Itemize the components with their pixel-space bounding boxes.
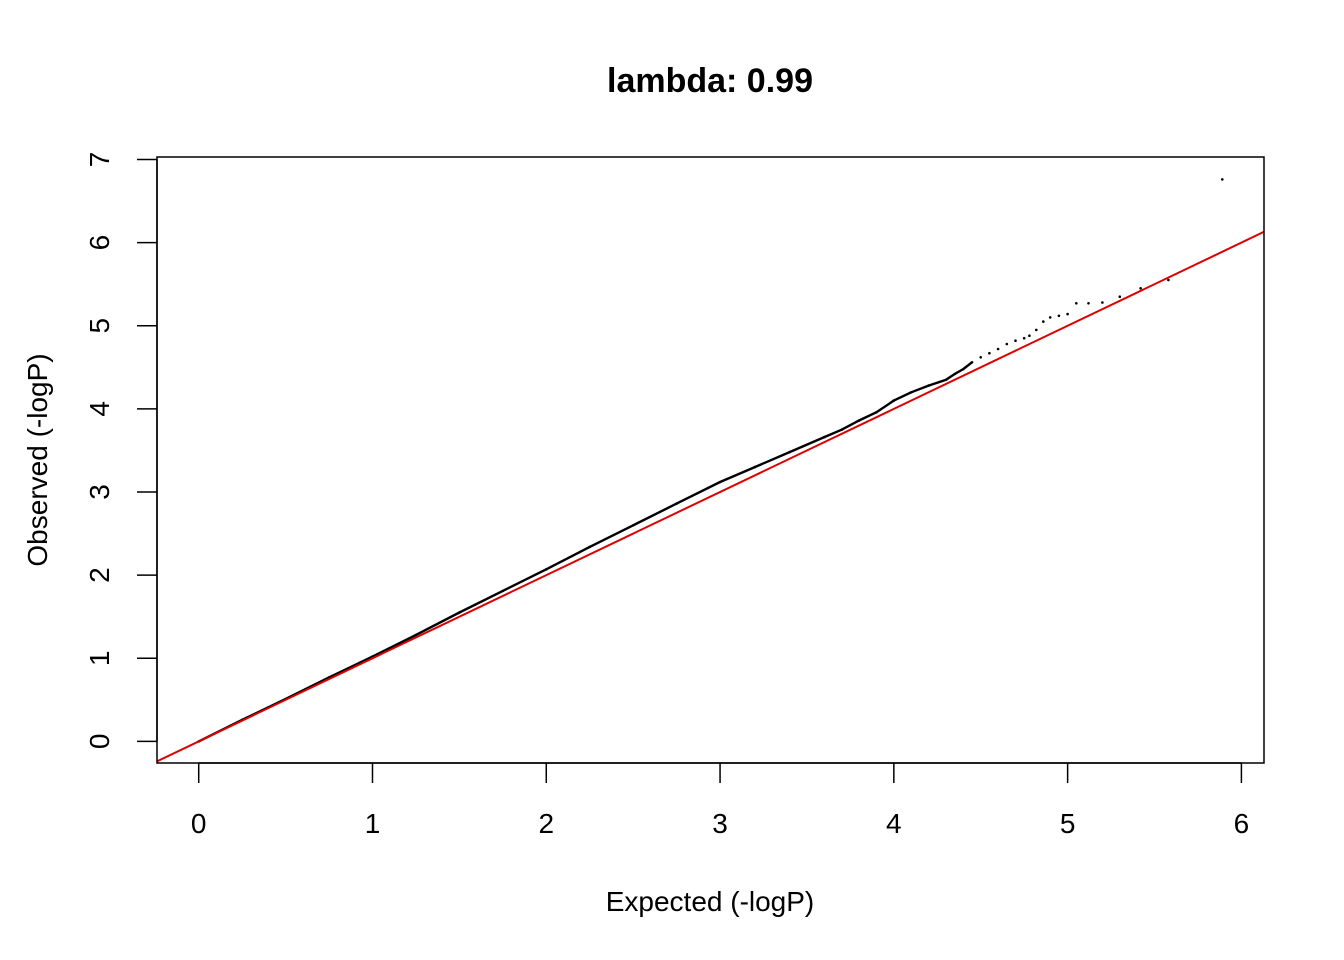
- data-point: [631, 524, 635, 527]
- data-point: [458, 611, 461, 614]
- data-point: [414, 633, 418, 637]
- data-point: [1139, 287, 1142, 290]
- x-tick-label: 4: [886, 808, 902, 839]
- data-point: [909, 391, 913, 394]
- x-tick-label: 5: [1060, 808, 1076, 839]
- y-axis-label: Observed (-logP): [22, 353, 53, 566]
- y-tick-label: 0: [84, 734, 115, 750]
- chart-title: lambda: 0.99: [607, 62, 813, 100]
- data-point: [1075, 302, 1078, 305]
- reference-line: [157, 230, 1264, 763]
- data-point: [1042, 320, 1045, 323]
- data-point: [675, 502, 678, 505]
- data-point: [857, 419, 861, 422]
- data-point: [996, 347, 1000, 351]
- x-tick-label: 2: [538, 808, 554, 839]
- x-axis: 0 1 2 3 4 5 6: [191, 762, 1250, 839]
- x-tick-label: 6: [1234, 808, 1250, 839]
- y-tick-label: 6: [84, 235, 115, 251]
- data-point: [1022, 336, 1026, 340]
- data-point: [979, 356, 982, 359]
- x-tick-label: 1: [365, 808, 381, 839]
- data-point: [1014, 339, 1017, 343]
- data-point: [1057, 314, 1061, 318]
- data-point: [788, 450, 791, 454]
- x-tick-label: 3: [712, 808, 728, 839]
- data-point: [1167, 278, 1170, 282]
- y-tick-label: 2: [84, 567, 115, 583]
- data-point: [962, 367, 965, 371]
- x-axis-label: Expected (-logP): [606, 886, 815, 917]
- data-point: [1087, 302, 1090, 305]
- y-tick-label: 5: [84, 318, 115, 334]
- data-point: [1221, 178, 1224, 181]
- data-point: [840, 428, 843, 432]
- data-point: [892, 399, 896, 402]
- y-tick-label: 3: [84, 484, 115, 500]
- data-point: [970, 361, 974, 364]
- data-point: [588, 545, 591, 549]
- data-point: [718, 480, 722, 484]
- plot-marks: [157, 178, 1264, 763]
- data-point: [927, 384, 930, 387]
- x-tick-label: 0: [191, 808, 207, 839]
- y-tick-label: 4: [84, 401, 115, 417]
- data-point: [753, 465, 757, 469]
- data-point: [501, 589, 505, 593]
- data-point: [1005, 342, 1009, 346]
- data-point: [1035, 328, 1038, 332]
- observed-points-trail: [198, 361, 973, 743]
- data-point: [1118, 295, 1122, 299]
- y-tick-label: 1: [84, 651, 115, 667]
- data-point: [875, 410, 878, 414]
- data-point: [944, 378, 948, 382]
- data-point: [1028, 334, 1031, 338]
- data-point: [953, 372, 956, 376]
- plot-frame: [156, 156, 1265, 764]
- y-axis: 0 1 2 3 4 5 6 7: [84, 152, 158, 750]
- data-point: [1101, 301, 1104, 304]
- data-point: [1048, 316, 1052, 319]
- y-tick-label: 7: [84, 152, 115, 168]
- data-point: [1066, 312, 1069, 316]
- data-point: [545, 568, 548, 571]
- data-point: [988, 351, 991, 355]
- data-point: [823, 435, 826, 439]
